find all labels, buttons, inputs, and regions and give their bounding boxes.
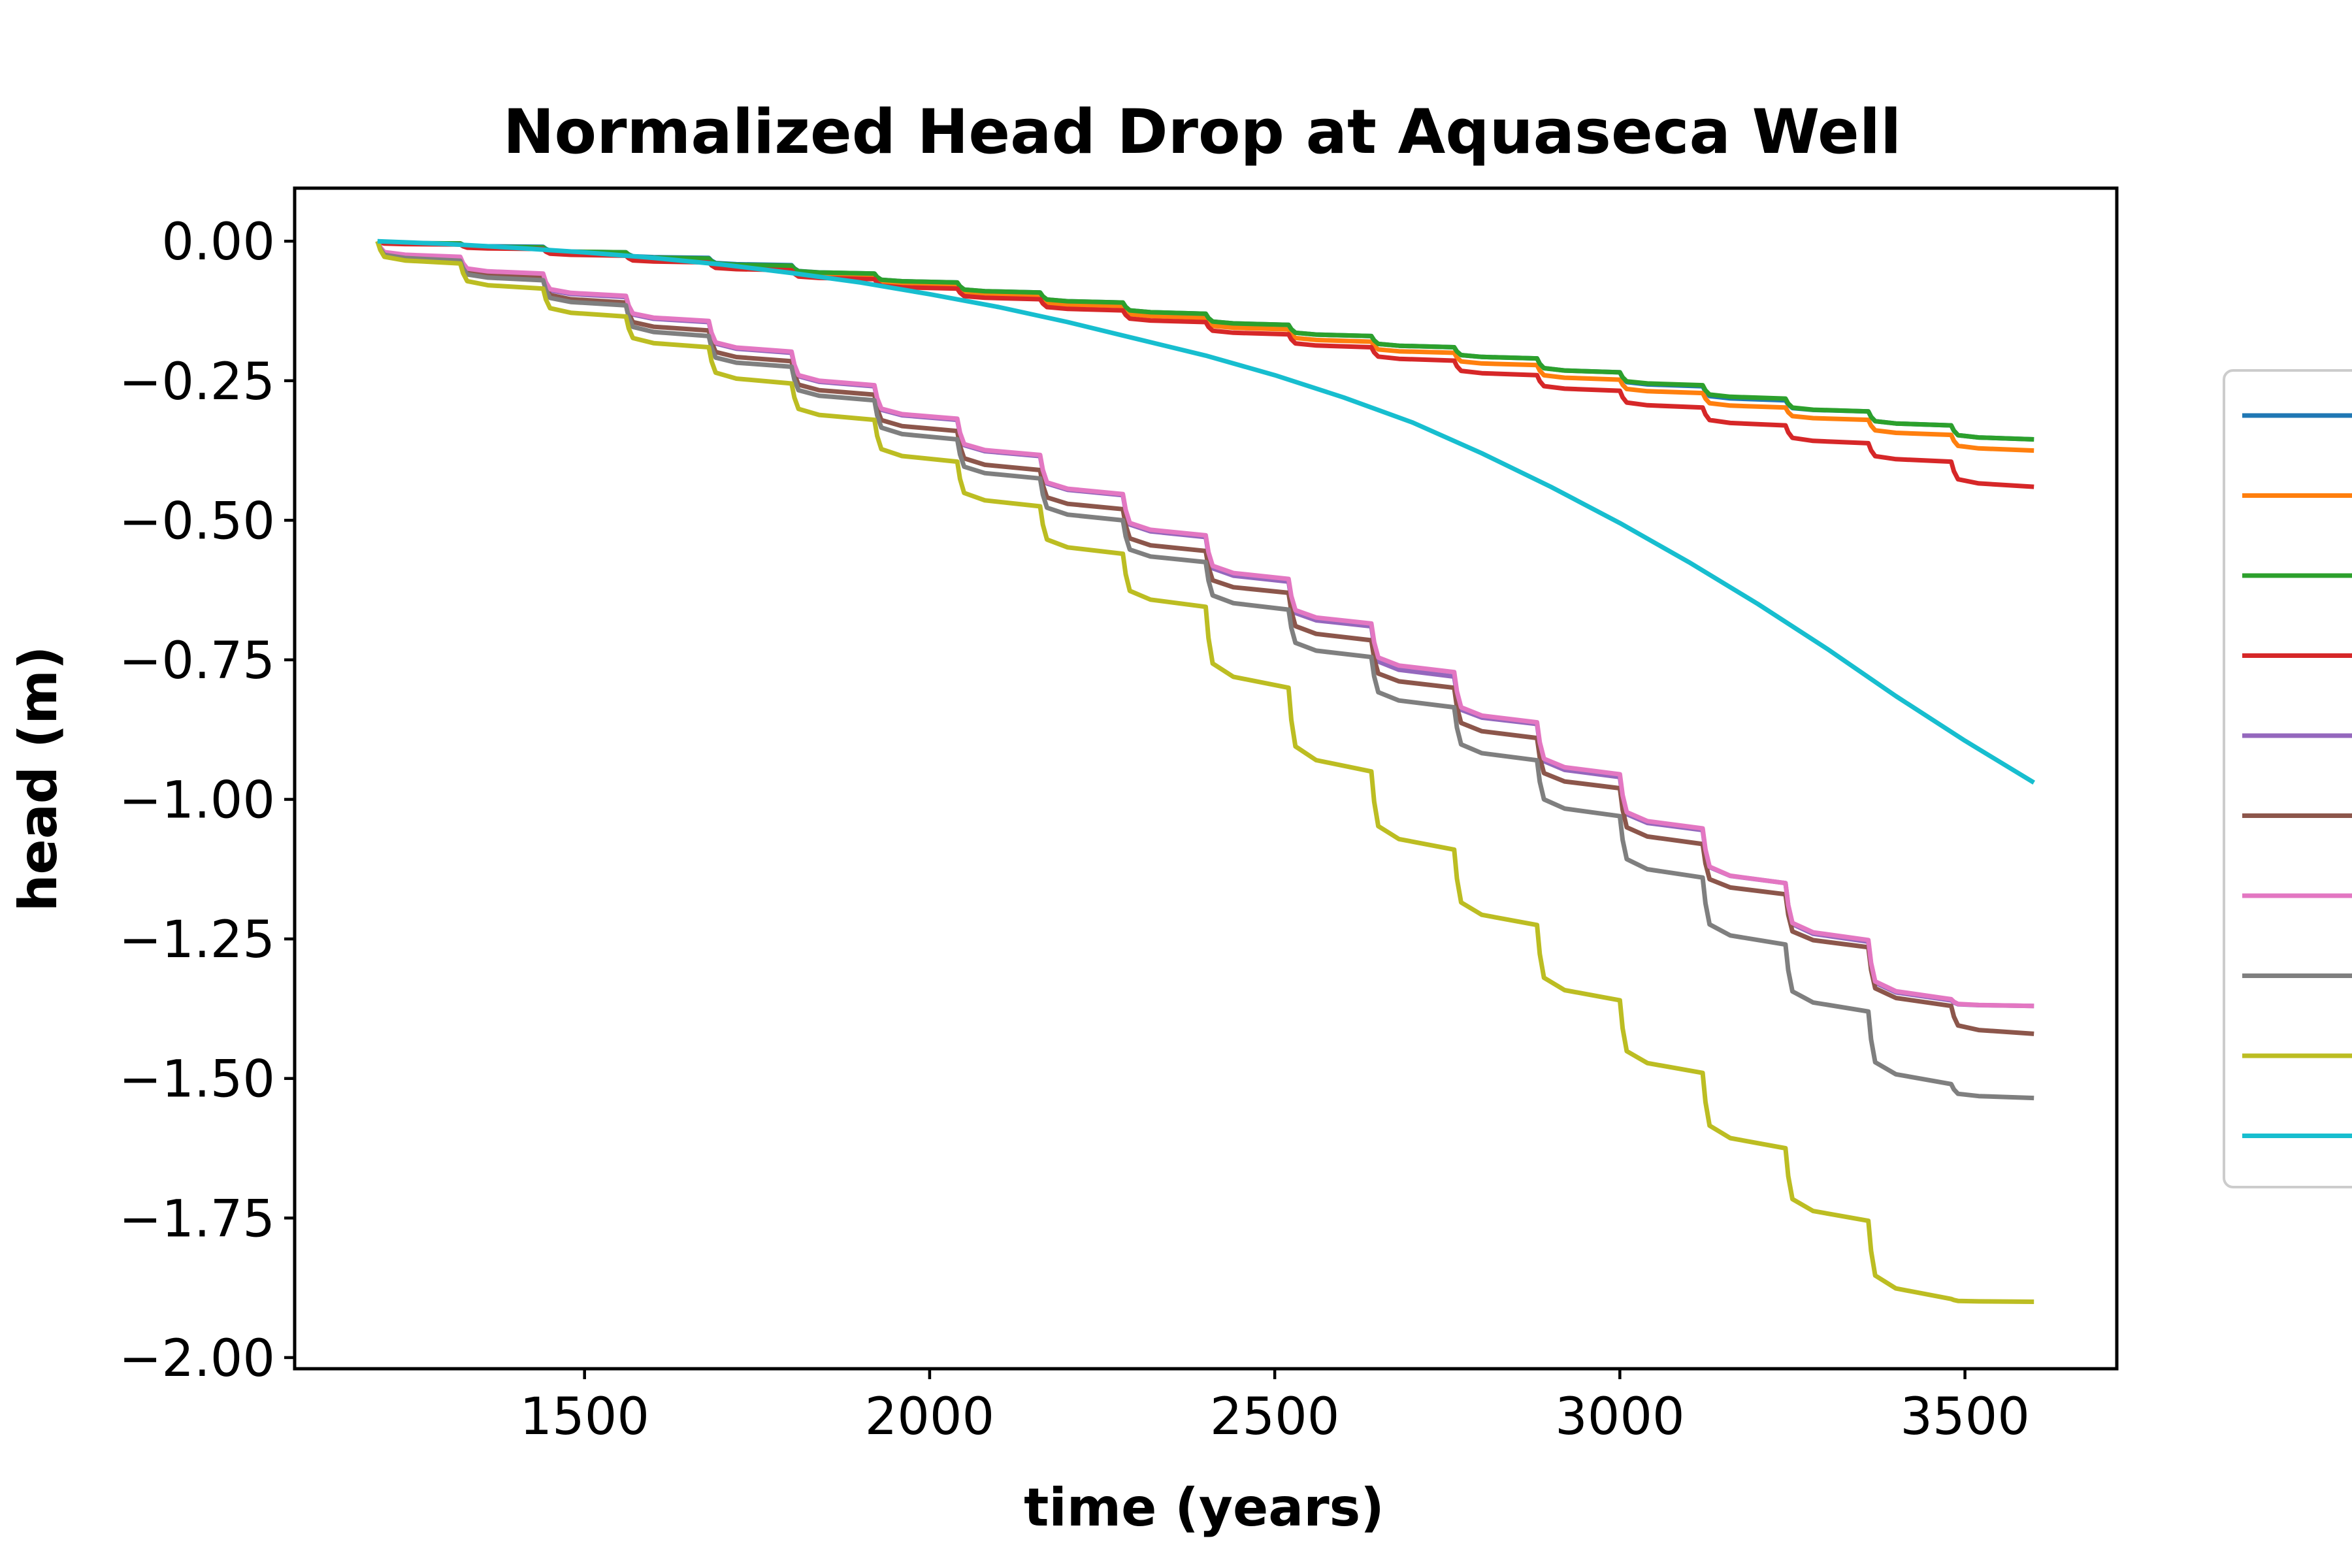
y-tick-label: −0.75 [119,632,275,691]
legend [2223,369,2352,1188]
legend-entries [2242,413,2352,1138]
series-line-6 [375,240,2034,1036]
x-axis-label: time (years) [1024,1477,1384,1538]
x-axis-ticks: 1500 2000 2500 3000 3500 [519,1369,2030,1446]
series-line-2 [376,238,2034,453]
x-tick-label: 3500 [1900,1388,2030,1446]
legend-box [2223,369,2352,1188]
y-tick-label: −2.00 [119,1330,275,1388]
x-tick-label: 3000 [1555,1388,1685,1446]
chart-title: Normalized Head Drop at Aquaseca Well [503,97,1901,168]
y-tick-label: −1.50 [119,1051,275,1109]
x-tick-label: 1500 [519,1388,649,1446]
y-tick-label: −1.75 [119,1190,275,1249]
y-tick-label: −1.00 [119,772,275,830]
y-tick-label: −1.25 [119,911,275,970]
x-tick-label: 2500 [1210,1388,1340,1446]
y-tick-label: 0.00 [161,213,275,272]
series-line-10 [377,238,2036,785]
series-line-4 [376,239,2034,489]
series-line-9 [375,240,2034,1304]
plot-frame [293,186,2119,1371]
x-tick-label: 2000 [865,1388,995,1446]
series-layer [375,238,2036,1304]
series-line-8 [375,240,2034,1101]
y-tick-label: −0.50 [119,492,275,551]
y-axis-label: head (m) [8,646,69,912]
y-axis-ticks: 0.00 −0.25 −0.50 −0.75 −1.00 −1.25 −1.50 −1.75 −… [119,213,295,1388]
series-line-7 [375,240,2034,1009]
y-tick-label: −0.25 [119,353,275,412]
